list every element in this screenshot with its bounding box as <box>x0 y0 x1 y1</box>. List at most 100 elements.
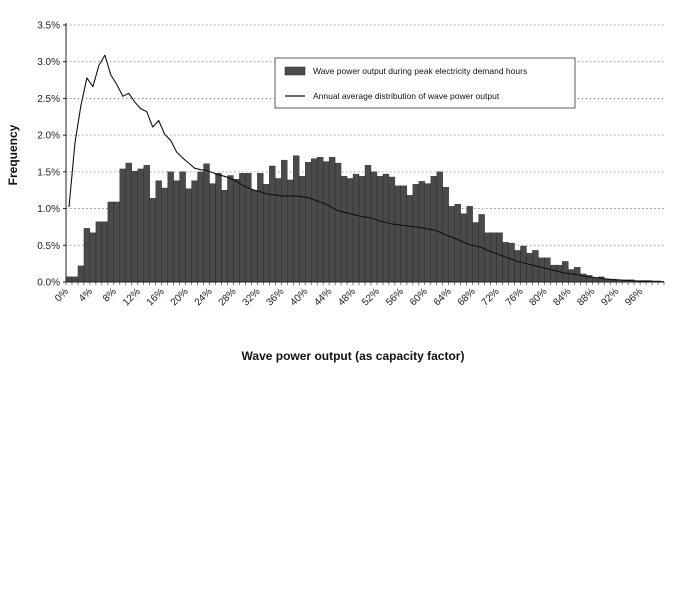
x-tick-label: 4% <box>77 286 95 304</box>
legend-bar-label: Wave power output during peak electricit… <box>313 66 527 76</box>
x-tick-label: 52% <box>360 286 382 308</box>
x-tick-label: 36% <box>264 286 286 308</box>
bar <box>418 181 425 283</box>
x-tick-label: 28% <box>217 286 239 308</box>
x-axis-title: Wave power output (as capacity factor) <box>242 349 465 363</box>
legend-box <box>274 57 576 109</box>
bar <box>269 165 276 283</box>
bar <box>520 245 527 283</box>
bar <box>328 156 336 283</box>
bar <box>263 184 270 283</box>
bar <box>352 173 360 283</box>
legend-bar-swatch <box>284 66 306 76</box>
bar <box>472 222 479 283</box>
bar <box>400 185 408 283</box>
bar <box>346 178 354 283</box>
bar <box>568 269 575 283</box>
x-tick-label: 12% <box>121 286 143 308</box>
bar <box>322 161 330 283</box>
bar <box>221 190 228 283</box>
line-series-path <box>68 54 661 282</box>
bar <box>245 173 252 283</box>
bar <box>287 179 294 283</box>
x-tick-label: 20% <box>169 286 191 308</box>
y-tick-label: 0.5% <box>37 241 60 252</box>
bar <box>436 171 443 283</box>
bar <box>65 276 73 283</box>
x-tick-label: 32% <box>241 286 263 308</box>
bar <box>251 190 258 283</box>
bar <box>382 173 390 283</box>
bar <box>257 173 264 283</box>
x-tick-label: 24% <box>193 286 215 308</box>
x-tick-label: 8% <box>101 286 119 304</box>
bar <box>370 171 378 283</box>
bar <box>281 159 288 283</box>
x-tick-label: 72% <box>480 286 502 308</box>
bar <box>538 257 545 283</box>
x-tick-label: 40% <box>288 286 310 308</box>
x-tick-label: 0% <box>53 286 71 304</box>
y-tick-label: 3.0% <box>37 57 60 68</box>
x-tick-label: 64% <box>432 286 454 308</box>
x-tick-labels: 0% 4% 8% 12% 16% 20% 24% 28% 32% 36% 40% 44% 48% 52% 5… <box>53 286 645 308</box>
bar <box>592 278 599 283</box>
bar <box>149 198 156 283</box>
bar <box>460 213 467 283</box>
bar <box>412 184 419 283</box>
x-tick-label: 96% <box>623 286 645 308</box>
bar <box>83 228 91 283</box>
x-tick-label: 80% <box>528 286 550 308</box>
bar <box>89 232 97 283</box>
bar <box>197 171 204 283</box>
bar-series <box>65 155 665 283</box>
bar <box>502 242 509 283</box>
bar <box>77 265 85 283</box>
bar <box>155 180 162 283</box>
bar <box>137 168 144 283</box>
bar <box>101 221 109 283</box>
bar <box>275 178 282 283</box>
bar <box>490 232 497 283</box>
bar <box>227 175 234 283</box>
bar <box>556 264 563 283</box>
x-tick-label: 48% <box>336 286 358 308</box>
bar <box>454 203 461 283</box>
bar <box>508 242 515 283</box>
bar <box>550 264 557 283</box>
bar <box>119 168 126 283</box>
bar <box>215 173 222 283</box>
bar <box>167 171 174 283</box>
x-tick-label: 68% <box>456 286 478 308</box>
y-tick-label: 3.5% <box>37 21 60 32</box>
legend: Wave power output during peak electricit… <box>274 57 576 109</box>
bar <box>203 163 210 283</box>
legend-line-label: Annual average distribution of wave powe… <box>313 91 500 101</box>
bar <box>113 201 120 283</box>
bar <box>496 232 503 283</box>
bar <box>526 253 533 283</box>
bar <box>364 165 372 283</box>
bar <box>125 162 132 283</box>
bar <box>358 176 366 283</box>
y-tick-labels: 0.0% 0.5% 1.0% 1.5% 2.0% 2.5% 3.0% 3.5% <box>37 21 60 289</box>
bar <box>305 162 312 283</box>
x-tick-label: 44% <box>312 286 334 308</box>
bar <box>131 170 138 283</box>
bar <box>514 250 521 283</box>
bar <box>340 176 348 283</box>
bar <box>334 162 342 283</box>
bar <box>185 188 192 283</box>
x-tick-label: 60% <box>408 286 430 308</box>
bar <box>143 165 150 283</box>
bar <box>161 187 168 283</box>
bar <box>562 261 569 283</box>
y-tick-label: 2.0% <box>37 131 60 142</box>
bar <box>173 180 180 283</box>
bar <box>239 173 246 283</box>
bar <box>388 176 396 283</box>
y-tick-label: 2.5% <box>37 94 60 105</box>
bar <box>233 179 240 283</box>
bar <box>448 206 455 283</box>
